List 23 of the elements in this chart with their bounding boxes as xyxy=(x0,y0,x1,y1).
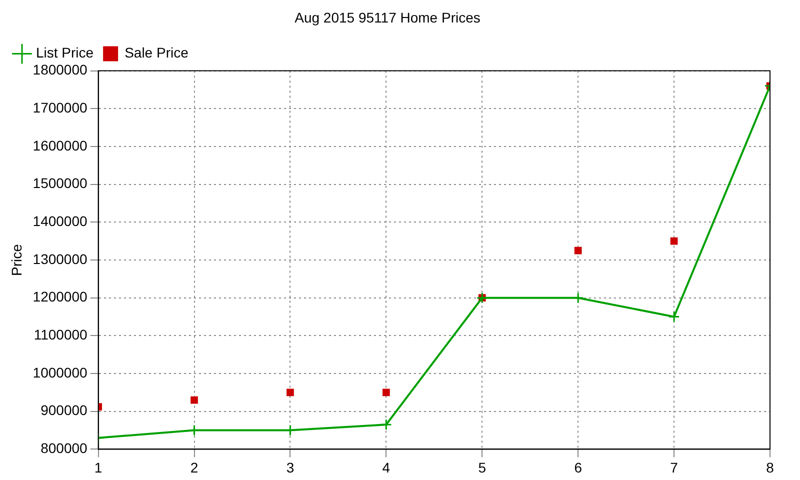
y-tick-label: 1300000 xyxy=(32,250,88,267)
x-tick-label: 1 xyxy=(94,459,102,476)
y-axis-title: Price xyxy=(8,244,24,276)
y-tick-label: 1700000 xyxy=(32,100,88,116)
y-tick-label: 900000 xyxy=(40,402,88,418)
y-tick-label: 1000000 xyxy=(32,364,88,380)
y-tick-label: 1800000 xyxy=(32,62,88,78)
x-tick-label: 6 xyxy=(574,459,582,476)
chart-title: Aug 2015 95117 Home Prices xyxy=(294,9,480,26)
y-tick-label: 1200000 xyxy=(32,288,88,305)
y-tick-label: 1100000 xyxy=(34,326,88,343)
x-tick-label: 7 xyxy=(670,459,678,476)
x-tick-label: 2 xyxy=(190,459,198,476)
y-tick-label: 1500000 xyxy=(32,175,88,192)
y-tick-label: 800000 xyxy=(40,440,88,456)
x-tick-label: 3 xyxy=(286,459,294,476)
x-tick-label: 8 xyxy=(766,459,774,476)
x-tick-label: 5 xyxy=(478,459,486,476)
y-tick-label: 1600000 xyxy=(32,137,88,154)
legend-label: List Price xyxy=(36,44,94,61)
x-tick-label: 4 xyxy=(382,459,390,476)
y-tick-label: 1400000 xyxy=(32,213,88,230)
legend-label: Sale Price xyxy=(124,44,189,61)
